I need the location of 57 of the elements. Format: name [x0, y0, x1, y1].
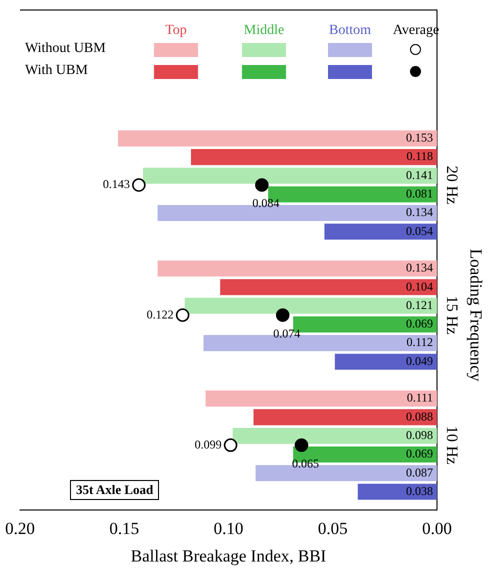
bar — [143, 168, 437, 184]
x-tick-label: 0.10 — [214, 518, 244, 538]
data-label: 0.121 — [406, 298, 433, 312]
data-label: 0.112 — [406, 335, 433, 350]
x-tick-label: 0.20 — [5, 518, 35, 538]
data-label: 0.098 — [406, 428, 433, 442]
data-label: 0.143 — [102, 177, 130, 192]
point — [176, 308, 190, 322]
text: Bottom — [328, 23, 372, 39]
data-label: 0.074 — [273, 326, 300, 340]
data-label: 0.087 — [406, 465, 433, 480]
text: Middle — [242, 23, 286, 39]
text: Top — [164, 23, 188, 39]
y-tick-label: 15 Hz — [442, 296, 460, 334]
bar — [334, 354, 437, 370]
data-label: 0.054 — [406, 224, 433, 238]
bar — [184, 298, 437, 314]
data-label: 0.104 — [406, 279, 433, 294]
annotation: 35t Axle Load — [70, 480, 160, 500]
y-tick-label: 20 Hz — [442, 166, 460, 204]
data-label: 0.081 — [406, 186, 433, 201]
x-tick-label: 0.05 — [318, 518, 348, 538]
x-tick-label: 0.00 — [422, 518, 452, 538]
data-label: 0.084 — [252, 196, 280, 210]
data-label: 0.049 — [406, 354, 433, 368]
y-tick-label: 10 Hz — [442, 426, 460, 464]
bar — [158, 260, 437, 277]
point — [255, 178, 269, 192]
text: Without UBM — [25, 41, 106, 57]
data-label: 0.088 — [406, 409, 433, 424]
text: With UBM — [25, 63, 88, 79]
data-label: 0.069 — [406, 316, 433, 331]
bar — [324, 224, 437, 240]
bar — [220, 279, 437, 296]
data-label: 0.038 — [406, 484, 433, 498]
x-axis-title: Ballast Breakage Index, BBI — [130, 546, 327, 566]
point — [294, 438, 308, 452]
point — [132, 178, 146, 192]
data-label: 0.153 — [406, 130, 433, 145]
data-label: 0.118 — [406, 149, 433, 164]
point — [276, 308, 290, 322]
data-label: 0.141 — [406, 168, 433, 182]
bar — [232, 428, 437, 444]
bar — [118, 130, 437, 146]
bar — [358, 484, 437, 500]
data-label: 0.069 — [406, 446, 433, 461]
data-label: 0.111 — [406, 390, 433, 405]
data-label: 0.122 — [146, 307, 174, 322]
y-axis-title: Loading Frequency — [466, 248, 486, 382]
bar — [254, 409, 437, 426]
data-label: 0.099 — [194, 437, 222, 452]
x-tick-label: 0.15 — [109, 518, 140, 538]
bar — [190, 149, 437, 166]
bar — [206, 390, 437, 407]
point — [224, 438, 238, 452]
data-label: 0.134 — [406, 260, 433, 275]
data-label: 0.134 — [406, 205, 433, 220]
